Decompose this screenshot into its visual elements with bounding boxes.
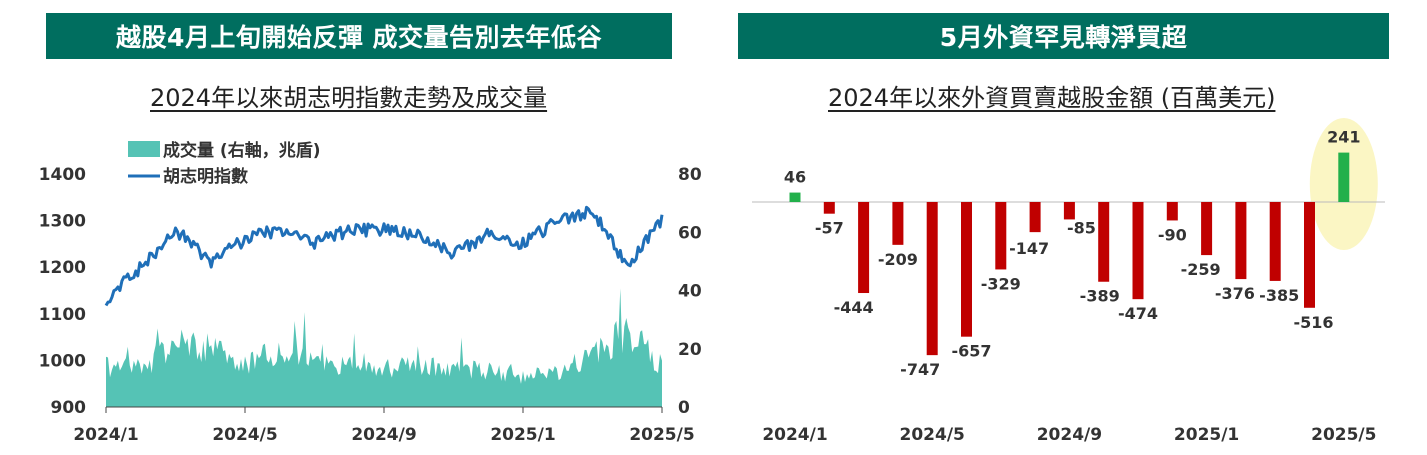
left-y-tick-label: 1100 <box>39 305 86 325</box>
bar <box>926 202 938 356</box>
right-y-tick-label: 60 <box>678 223 702 243</box>
bar-data-label: -389 <box>1080 287 1120 306</box>
bar <box>995 202 1007 270</box>
bar <box>823 202 835 214</box>
bar <box>1201 202 1213 256</box>
right-x-tick-label: 2025/5 <box>1311 425 1376 445</box>
bar <box>1269 202 1281 281</box>
bar-data-label: -57 <box>815 219 844 238</box>
bar <box>892 202 904 245</box>
bar <box>858 202 870 294</box>
right-y-tick-label: 0 <box>678 398 690 418</box>
right-banner-title: 5月外資罕見轉淨買超 <box>738 13 1389 59</box>
bar-data-label: -516 <box>1293 313 1333 332</box>
volume-area-series <box>106 288 662 407</box>
bar-data-label: -444 <box>834 298 874 317</box>
right-y-tick-label: 40 <box>678 282 702 302</box>
bar-data-label: -147 <box>1009 239 1049 258</box>
bar <box>961 202 972 337</box>
bar-data-label: -259 <box>1181 260 1221 279</box>
bar-data-label: -474 <box>1118 304 1158 323</box>
right-x-tick-label: 2024/1 <box>762 425 827 445</box>
bar-data-label: -90 <box>1158 225 1187 244</box>
bar-data-label: -376 <box>1215 284 1255 303</box>
left-y-tick-label: 1000 <box>39 351 86 371</box>
left-x-tick-label: 2025/5 <box>629 425 694 445</box>
left-y-tick-label: 900 <box>51 398 87 418</box>
right-x-tick-label: 2024/9 <box>1037 425 1102 445</box>
left-x-tick-label: 2024/9 <box>351 425 416 445</box>
bar-data-label: -385 <box>1259 286 1299 305</box>
right-chart-subtitle: 2024年以來外資買賣越股金額 (百萬美元) <box>828 84 1276 112</box>
left-chart-subtitle: 2024年以來胡志明指數走勢及成交量 <box>150 84 548 112</box>
legend-index-label: 胡志明指數 <box>163 166 248 187</box>
left-x-tick-label: 2025/1 <box>490 425 555 445</box>
bar <box>1132 202 1144 300</box>
legend-volume-label: 成交量 (右軸，兆盾) <box>163 140 320 161</box>
bar <box>1304 202 1315 308</box>
left-x-tick-label: 2024/5 <box>212 425 277 445</box>
right-x-tick-label: 2025/1 <box>1174 425 1239 445</box>
bar-data-label: -747 <box>900 360 940 379</box>
index-line-series <box>104 205 664 307</box>
left-x-tick-label: 2024/1 <box>73 425 138 445</box>
bar-data-label: -657 <box>951 342 991 361</box>
bar-data-label: -209 <box>878 250 918 269</box>
bar <box>1029 202 1041 233</box>
bar <box>1338 152 1350 202</box>
bar <box>1235 202 1247 280</box>
bar-data-label: 46 <box>784 168 806 187</box>
legend-volume-swatch <box>128 141 160 157</box>
bar-data-label: 241 <box>1327 128 1360 147</box>
right-y-tick-label: 20 <box>678 340 702 360</box>
left-y-tick-label: 1200 <box>39 258 86 278</box>
bar <box>1098 202 1110 282</box>
bar <box>1166 202 1178 221</box>
left-y-tick-label: 1300 <box>39 212 86 232</box>
right-x-tick-label: 2024/5 <box>900 425 965 445</box>
bar <box>1063 202 1075 220</box>
bar-data-label: -329 <box>981 274 1021 293</box>
bar-data-label: -85 <box>1067 218 1096 237</box>
bar <box>789 192 801 202</box>
right-y-tick-label: 80 <box>678 165 702 185</box>
left-y-tick-label: 1400 <box>39 165 86 185</box>
left-banner-title: 越股4月上旬開始反彈 成交量告別去年低谷 <box>46 13 672 59</box>
